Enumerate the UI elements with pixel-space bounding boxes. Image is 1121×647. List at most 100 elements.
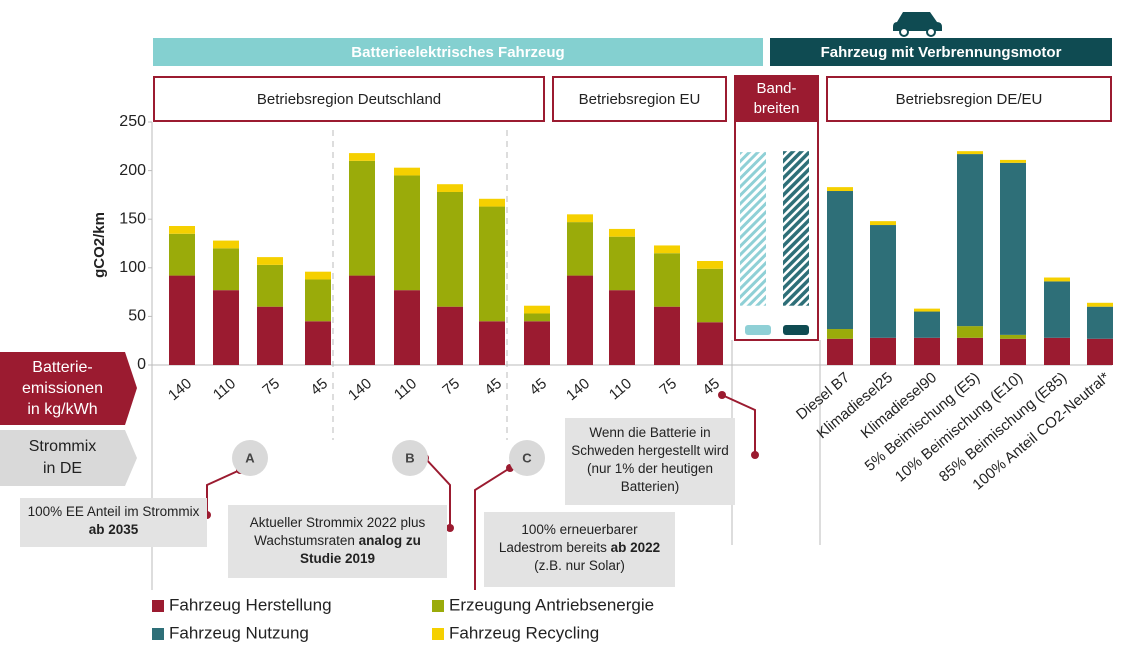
- x-tick-label: 140: [563, 375, 593, 404]
- bar-segment: [479, 198, 505, 207]
- row-label-bg: [0, 430, 137, 486]
- group-label: Batterieelektrisches Fahrzeug: [351, 44, 564, 61]
- bar-segment: [957, 151, 983, 155]
- marker: [232, 440, 268, 476]
- marker: [392, 440, 428, 476]
- bar-segment: [437, 306, 463, 365]
- bar-segment: [957, 337, 983, 365]
- bar-segment: [914, 311, 940, 338]
- bar-segment: [567, 275, 593, 365]
- legend-swatch: [152, 628, 164, 640]
- bar-segment: [479, 206, 505, 322]
- legend-swatch: [152, 600, 164, 612]
- x-tick-label: 75: [439, 375, 463, 399]
- bar-segment: [213, 248, 239, 291]
- bar-segment: [305, 271, 331, 280]
- legend-label: Erzeugung Antriebsenergie: [449, 595, 654, 614]
- bar-segment: [567, 222, 593, 276]
- bar-segment: [257, 257, 283, 265]
- bar-segment: [524, 313, 550, 322]
- bar-segment: [654, 306, 680, 365]
- bar-segment: [213, 240, 239, 249]
- bar-segment: [827, 329, 853, 339]
- y-tick-label: 0: [137, 356, 146, 373]
- x-tick-label: 45: [481, 375, 505, 399]
- group-label: Fahrzeug mit Verbrennungsmotor: [821, 44, 1062, 61]
- note-bold: ab 2022: [610, 540, 661, 555]
- bar-segment: [524, 305, 550, 314]
- x-tick-label: 110: [606, 375, 635, 403]
- x-tick-label: 140: [165, 375, 195, 404]
- bar-segment: [870, 225, 896, 338]
- note: Wenn die Batterie in Schweden hergestell…: [565, 418, 735, 505]
- note-text: Wenn die Batterie in Schweden hergestell…: [571, 425, 729, 494]
- legend-swatch: [432, 600, 444, 612]
- marker-label: B: [405, 450, 414, 465]
- bar-segment: [1087, 338, 1113, 365]
- y-tick-label: 200: [119, 162, 146, 179]
- row-label-bg: [0, 352, 137, 425]
- row-label: Strommix in DE: [28, 438, 97, 477]
- legend-swatch: [432, 628, 444, 640]
- bar-segment: [169, 226, 195, 234]
- bar-segment: [305, 321, 331, 365]
- bar-segment: [213, 290, 239, 365]
- bar-segment: [169, 233, 195, 276]
- group-band: [153, 38, 763, 66]
- legend-label: Fahrzeug Nutzung: [169, 623, 309, 642]
- bandwidth-range: [783, 151, 809, 306]
- bar-segment: [957, 326, 983, 338]
- bar-segment: [697, 260, 723, 269]
- bar-segment: [1044, 277, 1070, 282]
- bar-segment: [957, 154, 983, 327]
- bar-segment: [654, 253, 680, 307]
- bar-segment: [1000, 159, 1026, 163]
- bar-segment: [1044, 281, 1070, 338]
- x-tick-label: 140: [345, 375, 375, 404]
- marker-label: A: [245, 450, 255, 465]
- row-label: Batterie- emissionen in kg/kWh: [22, 359, 103, 418]
- bar-segment: [1087, 302, 1113, 307]
- bar-segment: [827, 338, 853, 365]
- note: 100% EE Anteil im Strommix ab 2035: [20, 498, 207, 547]
- bar-segment: [609, 290, 635, 365]
- y-tick-label: 250: [119, 113, 146, 130]
- y-axis-label: gCO2/km: [91, 212, 108, 278]
- region-box: Betriebsregion EU: [552, 76, 727, 122]
- bar-segment: [349, 160, 375, 276]
- bar-segment: [1000, 334, 1026, 339]
- x-tick-label: Klimadiesel25: [814, 369, 896, 442]
- bar-segment: [349, 275, 375, 365]
- x-tick-label: 45: [307, 375, 331, 399]
- region-box: Betriebsregion DE/EU: [826, 76, 1112, 122]
- note: Aktueller Strommix 2022 plus Wachstumsra…: [228, 505, 447, 578]
- bar-segment: [609, 228, 635, 237]
- legend-label: Fahrzeug Herstellung: [169, 595, 332, 614]
- y-tick-label: 150: [119, 210, 146, 227]
- region-box: Band- breiten: [735, 76, 818, 122]
- small-car: [745, 325, 809, 335]
- x-tick-label: 75: [259, 375, 283, 399]
- bar-segment: [914, 337, 940, 365]
- region-box: Betriebsregion Deutschland: [153, 76, 545, 122]
- bar-segment: [305, 279, 331, 322]
- legend-label: Fahrzeug Recycling: [449, 623, 599, 642]
- x-tick-label: 110: [391, 375, 420, 403]
- bar-segment: [1000, 162, 1026, 335]
- bar-segment: [914, 308, 940, 312]
- marker-label: C: [522, 450, 532, 465]
- bar-segment: [654, 245, 680, 254]
- x-tick-label: 75: [656, 375, 680, 399]
- bar-segment: [697, 268, 723, 323]
- note-text: Aktueller Strommix 2022 plus Wachstumsra…: [249, 515, 426, 548]
- bar-segment: [169, 275, 195, 365]
- bar-segment: [524, 321, 550, 365]
- note: 100% erneuerbarer Ladestrom bereits ab 2…: [484, 512, 675, 587]
- x-tick-label: 45: [526, 375, 550, 399]
- y-tick-label: 50: [128, 308, 146, 325]
- car-icon: [893, 12, 942, 37]
- bar-segment: [257, 306, 283, 365]
- bar-segment: [870, 337, 896, 365]
